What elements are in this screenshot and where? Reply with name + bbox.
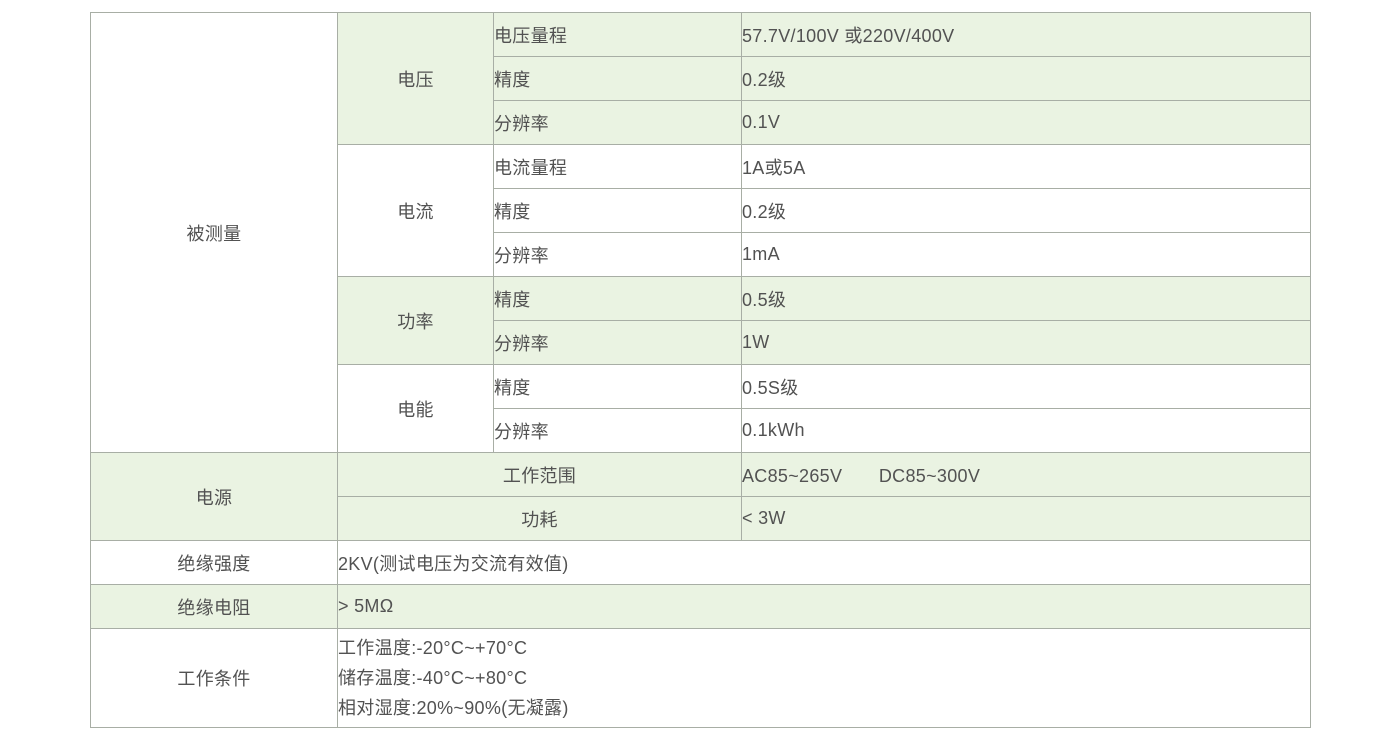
table-row: 分辨率 1mA xyxy=(91,232,1311,277)
cell-operating-range-value: AC85~265V DC85~300V xyxy=(741,452,1311,497)
cell-energy-accuracy-value: 0.5S级 xyxy=(741,364,1311,409)
cell-voltage-accuracy-value: 0.2级 xyxy=(741,56,1311,101)
cell-voltage-resolution-label: 分辨率 xyxy=(493,100,742,145)
cell-insulation-resistance-label: 绝缘电阻 xyxy=(90,584,338,629)
table-row: 被测量 电压 电压量程 57.7V/100V 或220V/400V xyxy=(90,12,1311,453)
cell-voltage-accuracy-label: 精度 xyxy=(493,56,742,101)
cell-group-power: 功率 xyxy=(337,276,494,365)
table-row: 精度 0.2级 xyxy=(91,188,1311,233)
table-row: 精度 0.2级 xyxy=(91,56,1311,101)
cell-voltage-range-value: 57.7V/100V 或220V/400V xyxy=(741,12,1311,57)
working-temperature-line: 工作温度:-20°C~+70°C xyxy=(338,638,528,658)
cell-energy-resolution-label: 分辨率 xyxy=(493,408,742,453)
cell-current-range-label: 电流量程 xyxy=(493,144,742,189)
cell-insulation-strength-value: 2KV(测试电压为交流有效值) xyxy=(337,540,1311,585)
cell-energy-resolution-value: 0.1kWh xyxy=(741,408,1311,453)
table-row: 绝缘电阻 > 5MΩ xyxy=(90,584,1311,629)
table-row: 分辨率 0.1V xyxy=(91,100,1311,145)
cell-current-accuracy-value: 0.2级 xyxy=(741,188,1311,233)
cell-working-conditions-label: 工作条件 xyxy=(90,628,338,728)
cell-insulation-strength-label: 绝缘强度 xyxy=(90,540,338,585)
table-row: 功率 精度 0.5级 xyxy=(91,276,1311,365)
cell-operating-range-label: 工作范围 xyxy=(337,452,742,497)
cell-current-accuracy-label: 精度 xyxy=(493,188,742,233)
cell-current-resolution-label: 分辨率 xyxy=(493,232,742,277)
cell-voltage-resolution-value: 0.1V xyxy=(741,100,1311,145)
cell-group-current: 电流 xyxy=(337,144,494,277)
cell-category-measured: 被测量 xyxy=(90,12,338,453)
cell-power-resolution-value: 1W xyxy=(741,320,1311,365)
cell-power-resolution-label: 分辨率 xyxy=(493,320,742,365)
cell-consumption-value: < 3W xyxy=(741,496,1311,541)
cell-energy-accuracy-label: 精度 xyxy=(493,364,742,409)
table-row: 分辨率 1W xyxy=(91,320,1311,365)
cell-group-energy: 电能 xyxy=(337,364,494,453)
cell-insulation-resistance-value: > 5MΩ xyxy=(337,584,1311,629)
table-row: 电能 精度 0.5S级 xyxy=(91,364,1311,453)
cell-current-resolution-value: 1mA xyxy=(741,232,1311,277)
cell-group-voltage: 电压 xyxy=(337,12,494,145)
cell-working-conditions-value: 工作温度:-20°C~+70°C 储存温度:-40°C~+80°C 相对湿度:2… xyxy=(337,628,1311,728)
cell-power-accuracy-label: 精度 xyxy=(493,276,742,321)
relative-humidity-line: 相对湿度:20%~90%(无凝露) xyxy=(338,698,569,718)
cell-consumption-label: 功耗 xyxy=(337,496,742,541)
table-row: 工作条件 工作温度:-20°C~+70°C 储存温度:-40°C~+80°C 相… xyxy=(90,628,1311,728)
cell-voltage-range-label: 电压量程 xyxy=(493,12,742,57)
cell-current-range-value: 1A或5A xyxy=(741,144,1311,189)
table-row: 绝缘强度 2KV(测试电压为交流有效值) xyxy=(90,540,1311,585)
table-row: 电流 电流量程 1A或5A xyxy=(91,144,1311,277)
cell-power-accuracy-value: 0.5级 xyxy=(741,276,1311,321)
storage-temperature-line: 储存温度:-40°C~+80°C xyxy=(338,668,528,688)
table-row: 电源 工作范围 AC85~265V DC85~300V xyxy=(90,452,1311,541)
table-row: 功耗 < 3W xyxy=(91,496,1311,541)
spec-table: 被测量 电压 电压量程 57.7V/100V 或220V/400V 精度 0.2… xyxy=(90,12,1311,728)
cell-category-power-supply: 电源 xyxy=(90,452,338,541)
